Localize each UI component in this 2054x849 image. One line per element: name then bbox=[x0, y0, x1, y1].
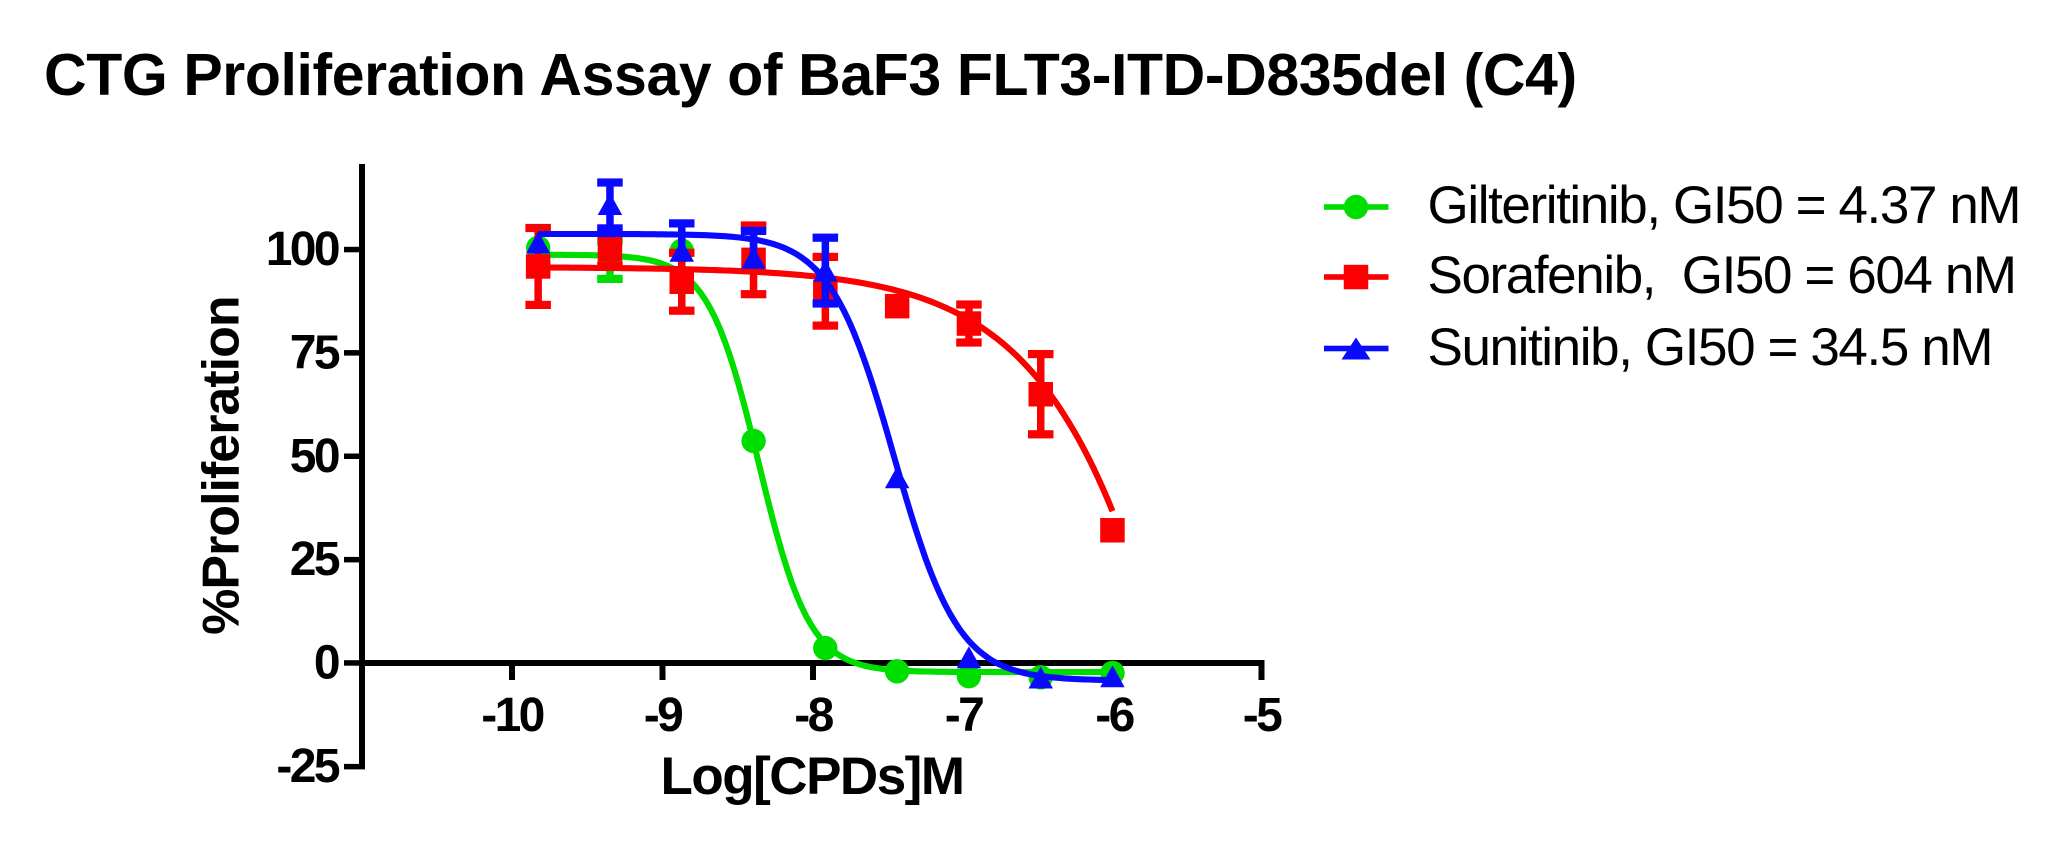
svg-text:-6: -6 bbox=[1095, 689, 1133, 742]
svg-text:-25: -25 bbox=[276, 740, 339, 793]
svg-text:25: 25 bbox=[290, 533, 340, 586]
svg-text:-10: -10 bbox=[481, 689, 543, 742]
svg-text:Sunitinib, GI50 = 34.5 nM: Sunitinib, GI50 = 34.5 nM bbox=[1428, 318, 1993, 377]
svg-text:%Proliferation: %Proliferation bbox=[193, 296, 251, 634]
svg-text:Sorafenib, GI50 = 604 nM: Sorafenib, GI50 = 604 nM bbox=[1428, 246, 2016, 305]
svg-text:50: 50 bbox=[290, 430, 339, 483]
svg-text:Log[CPDs]M: Log[CPDs]M bbox=[661, 747, 964, 806]
svg-text:100: 100 bbox=[266, 223, 339, 276]
svg-text:-9: -9 bbox=[644, 689, 682, 742]
svg-text:-7: -7 bbox=[945, 689, 983, 742]
svg-text:0: 0 bbox=[314, 637, 339, 690]
svg-text:-5: -5 bbox=[1243, 689, 1282, 742]
svg-text:CTG Proliferation Assay of BaF: CTG Proliferation Assay of BaF3 FLT3-ITD… bbox=[44, 42, 1577, 108]
svg-text:-8: -8 bbox=[794, 689, 833, 742]
svg-text:75: 75 bbox=[290, 326, 340, 379]
svg-text:Gilteritinib, GI50 = 4.37 nM: Gilteritinib, GI50 = 4.37 nM bbox=[1428, 176, 2021, 235]
